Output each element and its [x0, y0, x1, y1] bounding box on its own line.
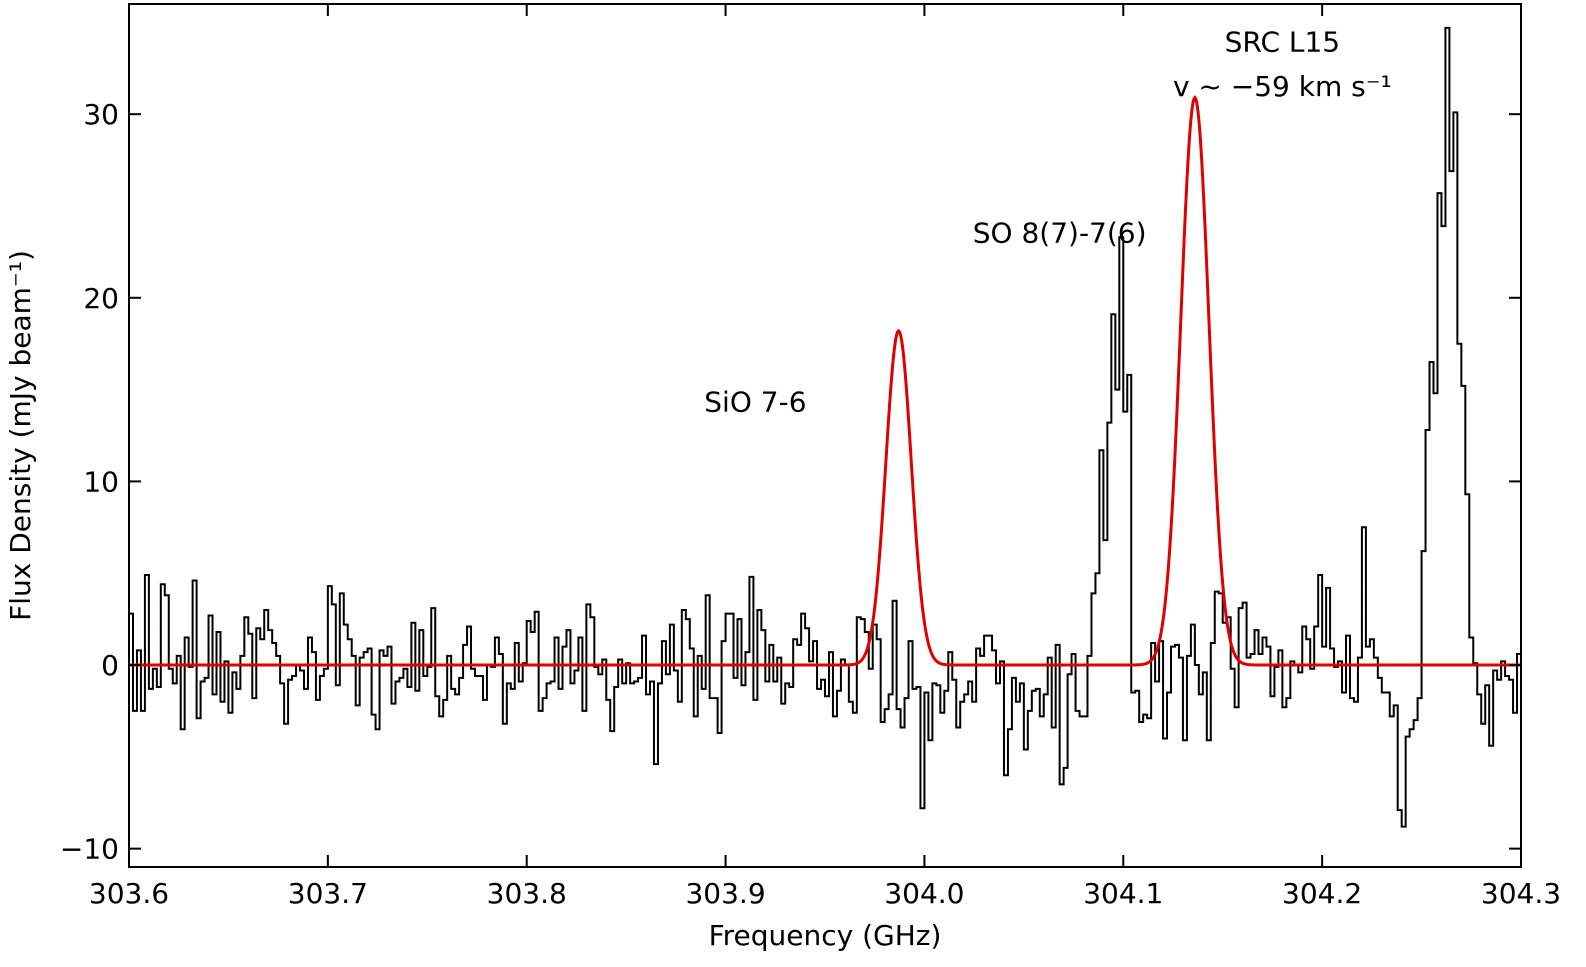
x-tick-label: 303.6: [89, 877, 169, 910]
x-tick-label: 304.2: [1282, 877, 1362, 910]
x-tick-label: 303.9: [685, 877, 765, 910]
x-tick-label: 304.3: [1481, 877, 1561, 910]
y-tick-label: 0: [101, 649, 119, 682]
x-tick-label: 304.1: [1083, 877, 1163, 910]
y-tick-label: 10: [83, 465, 119, 498]
spectrum-step-line: [129, 26, 1521, 828]
peak-annotation: v ~ −59 km s⁻¹: [1173, 70, 1392, 103]
x-axis-label: Frequency (GHz): [709, 919, 942, 952]
x-tick-label: 303.8: [487, 877, 567, 910]
peak-annotation: SRC L15: [1225, 26, 1341, 59]
peak-annotation: SO 8(7)-7(6): [973, 217, 1147, 250]
line-annotations: SiO 7-6 SO 8(7)-7(6) SRC L15 v ~ −59 km s⁻¹: [704, 26, 1391, 419]
y-tick-label: 20: [83, 282, 119, 315]
plot-area: [129, 26, 1521, 828]
x-tick-label: 304.0: [884, 877, 964, 910]
x-axis-ticks: 303.6 303.7 303.8 303.9 304.0 304.1 304.2 304.3: [89, 4, 1561, 910]
y-tick-label: 30: [83, 98, 119, 131]
x-tick-label: 303.7: [288, 877, 368, 910]
y-tick-label: −10: [60, 833, 119, 866]
plot-frame: [128, 3, 1522, 868]
y-axis-label: Flux Density (mJy beam⁻¹): [4, 250, 37, 621]
gaussian-fit-line: [129, 95, 1521, 667]
y-axis-ticks: −10 0 10 20 30: [60, 98, 1521, 866]
peak-annotation: SiO 7-6: [704, 386, 806, 419]
